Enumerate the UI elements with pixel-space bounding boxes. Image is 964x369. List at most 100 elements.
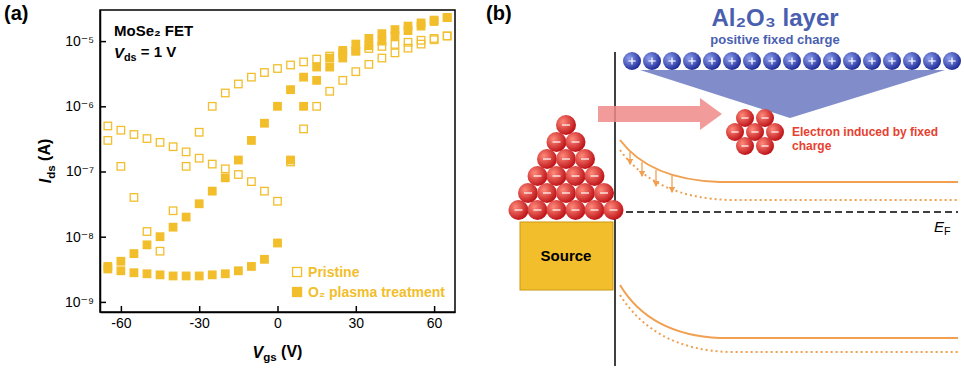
sign [771, 131, 778, 132]
data-point [391, 26, 399, 33]
data-point [378, 37, 386, 45]
tick: 10⁻⁸ [65, 229, 106, 245]
tick-label: 10⁻⁵ [65, 33, 94, 49]
sign [553, 141, 561, 142]
data-point [404, 22, 412, 30]
data-point [130, 194, 138, 202]
ball [509, 200, 529, 220]
ball [823, 52, 841, 70]
data-point [248, 263, 256, 271]
ball [585, 166, 605, 186]
tick-label: 30 [349, 315, 365, 331]
ball [743, 52, 761, 70]
marks [104, 14, 451, 280]
sign [572, 175, 580, 176]
injection-arrow [598, 98, 722, 130]
sign [572, 209, 580, 210]
data-point [156, 271, 164, 279]
data-point [300, 58, 308, 65]
sign [731, 57, 732, 64]
electron [566, 166, 586, 186]
ball [604, 200, 624, 220]
y-axis: 10⁻⁹10⁻⁸10⁻⁷10⁻⁶10⁻⁵ [65, 11, 106, 313]
tick-label: 10⁻⁹ [65, 294, 94, 310]
source-contact [520, 222, 613, 290]
electron [547, 200, 567, 220]
sign [731, 131, 738, 132]
panel-a: (a)-60-300306010⁻⁹10⁻⁸10⁻⁷10⁻⁶10⁻⁵Vgs (V… [4, 2, 456, 363]
electron [736, 137, 754, 155]
data-point [365, 35, 373, 43]
data-point [443, 14, 451, 21]
data-point [208, 103, 216, 111]
sign [951, 57, 952, 64]
fixed-charge [723, 52, 741, 70]
sign [581, 158, 589, 159]
sign [741, 145, 748, 146]
tick-mark [100, 106, 106, 108]
data-point [222, 174, 230, 182]
ball [863, 52, 881, 70]
data-point [235, 267, 243, 275]
data-point [235, 171, 243, 179]
tick-mark [199, 306, 201, 312]
fixed-charge [783, 52, 801, 70]
data-point [339, 77, 347, 85]
panel-b: (b)Al₂O₃ layerpositive fixed chargeEFSou… [486, 2, 961, 366]
ball [537, 183, 557, 203]
ball [736, 137, 754, 155]
label-line: charge [792, 139, 832, 153]
data-point [287, 61, 295, 69]
ball [537, 149, 557, 169]
data-point [104, 137, 112, 145]
sign [931, 57, 932, 64]
data-point [378, 54, 386, 62]
electron [556, 115, 576, 135]
label-part: = 1 V [137, 43, 177, 60]
label-part: (V) [277, 343, 303, 360]
electron [528, 166, 548, 186]
label-part: MoSe₂ FET [114, 22, 193, 39]
sign [543, 158, 551, 159]
tick: -60 [111, 306, 131, 331]
legend-item: Pristine [293, 264, 360, 280]
electron [566, 132, 586, 152]
fixed-charge [803, 52, 821, 70]
data-point [169, 223, 177, 231]
data-point [117, 126, 125, 133]
electron [509, 200, 529, 220]
series [104, 14, 451, 280]
sign [562, 124, 570, 125]
fixed-charge [743, 52, 761, 70]
tick-mark [100, 236, 106, 238]
electron [547, 132, 567, 152]
label-line: Electron induced by fixed [792, 125, 938, 139]
data-point [313, 77, 321, 85]
sign [811, 57, 812, 64]
data-point [248, 178, 256, 186]
electron-label: Electron induced by fixedcharge [792, 125, 938, 153]
data-point [365, 42, 373, 50]
fixed-charge [883, 52, 901, 70]
ball [883, 52, 901, 70]
ball [723, 52, 741, 70]
data-point [156, 139, 164, 147]
data-point [169, 143, 177, 151]
tick-label: 0 [274, 315, 282, 331]
ball [594, 183, 614, 203]
data-point [287, 86, 295, 94]
ball [943, 52, 961, 70]
data-point [195, 272, 203, 280]
data-point [143, 228, 151, 236]
ball [556, 115, 576, 135]
layer-subtitle: positive fixed charge [710, 32, 839, 47]
data-point [261, 187, 269, 195]
sign [581, 192, 589, 193]
page: (a)-60-300306010⁻⁹10⁻⁸10⁻⁷10⁻⁶10⁻⁵Vgs (V… [0, 0, 964, 369]
sign [761, 117, 768, 118]
annotation: MoSe₂ FET [114, 22, 193, 39]
sign [671, 57, 672, 64]
sign [851, 57, 852, 64]
fixed-charge [663, 52, 681, 70]
ball [566, 132, 586, 152]
